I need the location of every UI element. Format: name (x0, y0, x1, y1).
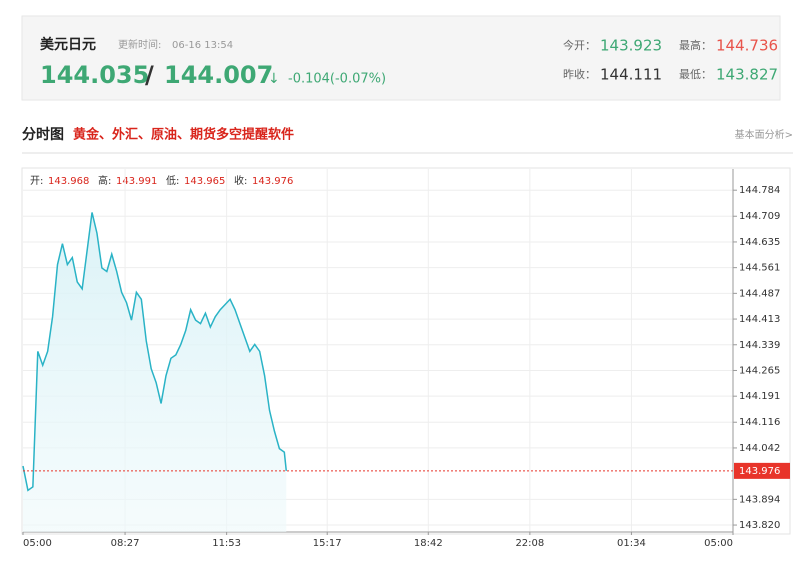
y-tick-label: 144.339 (739, 340, 780, 351)
price-line (22, 212, 288, 492)
quote-panel (21, 15, 781, 101)
close-tag-bg (734, 462, 790, 479)
y-tick-label: 144.413 (739, 314, 780, 325)
x-tick-label: 18:42 (414, 538, 443, 549)
promo-link[interactable]: 黄金、外汇、原油、期货多空提醒软件 (73, 127, 294, 143)
y-tick-label: 144.635 (739, 237, 780, 248)
change: -0.104(-0.07%) (288, 72, 386, 87)
y-tick-label: 144.709 (739, 211, 780, 222)
y-tick-label: 144.116 (739, 417, 780, 428)
update-label: 更新时间: (118, 38, 161, 51)
open-label: 今开： (563, 38, 596, 52)
prev-close: 144.111 (600, 66, 662, 84)
info-low-label: 低: (166, 174, 179, 187)
prev-close-label: 昨收： (563, 67, 596, 81)
info-low: 143.965 (184, 176, 225, 187)
y-tick-label: 144.042 (739, 443, 780, 454)
low-label: 最低： (679, 68, 712, 81)
x-tick-label: 15:17 (313, 538, 342, 549)
y-tick-label: 144.191 (739, 391, 780, 402)
x-tick-label: 11:53 (212, 538, 241, 549)
high-label: 最高： (679, 38, 712, 52)
x-tick-label: 05:00 (704, 538, 733, 549)
x-tick-label: 08:27 (111, 538, 140, 549)
info-open-label: 开: (30, 176, 43, 187)
symbol: 美元日元 (40, 36, 96, 53)
y-tick-label: 144.487 (739, 288, 780, 299)
low: 143.827 (716, 66, 778, 84)
info-close-label: 收: (234, 174, 247, 187)
chart-frame (21, 167, 791, 535)
info-close: 143.976 (252, 176, 293, 187)
y-tick-label: 144.265 (739, 365, 780, 376)
x-tick-label: 01:34 (617, 538, 646, 549)
open: 143.923 (600, 37, 662, 55)
y-tick-label: 143.894 (739, 494, 780, 505)
update-time: 06-16 13:54 (172, 40, 233, 51)
y-tick-label: 144.561 (739, 263, 780, 274)
x-tick-label: 05:00 (23, 538, 52, 549)
info-high-label: 高: (98, 174, 111, 187)
y-tick-label: 144.784 (739, 185, 780, 196)
info-open: 143.968 (48, 176, 89, 187)
arrow: ↓ (268, 71, 280, 87)
separator: / (145, 61, 154, 89)
x-tick-label: 22:08 (515, 538, 544, 549)
y-tick-label: 143.820 (739, 520, 780, 531)
area-fill (23, 212, 287, 533)
info-high: 143.991 (116, 176, 157, 187)
last-price: 144.035 (40, 61, 149, 89)
price2: 144.007 (164, 61, 273, 89)
close-tag: 143.976 (739, 466, 780, 477)
high: 144.736 (716, 37, 778, 55)
fundamental-link[interactable]: 基本面分析> (735, 128, 793, 141)
section-title: 分时图 (22, 126, 64, 143)
